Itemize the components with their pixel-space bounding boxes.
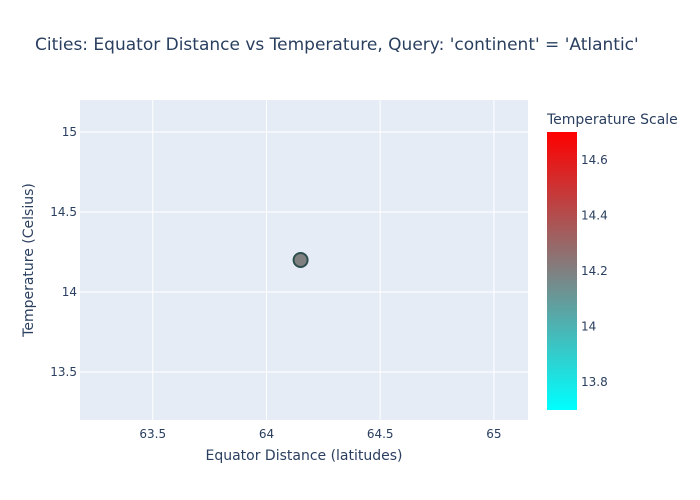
y-tick-label: 15	[62, 125, 77, 139]
y-gridlines	[80, 131, 528, 373]
x-tick-labels: 63.5 64 64.5 65	[139, 427, 501, 441]
colorbar-tick-label: 14.6	[581, 153, 608, 167]
x-axis-title: Equator Distance (latitudes)	[205, 448, 402, 464]
x-tick-label: 64	[259, 427, 274, 441]
colorbar-title: Temperature Scale	[546, 112, 678, 128]
x-tick-label: 63.5	[139, 427, 166, 441]
y-tick-labels: 13.5 14 14.5 15	[50, 125, 77, 379]
y-tick-label: 14	[62, 285, 77, 299]
colorbar-tick-labels: 13.8 14 14.2 14.4 14.6	[581, 153, 608, 389]
x-gridlines	[152, 100, 495, 420]
y-tick-label: 14.5	[50, 205, 77, 219]
chart-title: Cities: Equator Distance vs Temperature,…	[35, 35, 639, 55]
colorbar-tick-label: 14.2	[581, 264, 608, 278]
x-tick-label: 65	[486, 427, 501, 441]
colorbar	[547, 132, 577, 410]
colorbar-tick-label: 13.8	[581, 375, 608, 389]
data-points	[292, 252, 309, 268]
x-tick-label: 64.5	[367, 427, 394, 441]
y-axis-title: Temperature (Celsius)	[21, 183, 37, 338]
colorbar-tick-label: 14	[581, 320, 596, 334]
data-point	[292, 252, 309, 268]
y-tick-label: 13.5	[50, 365, 77, 379]
colorbar-tick-label: 14.4	[581, 208, 608, 222]
